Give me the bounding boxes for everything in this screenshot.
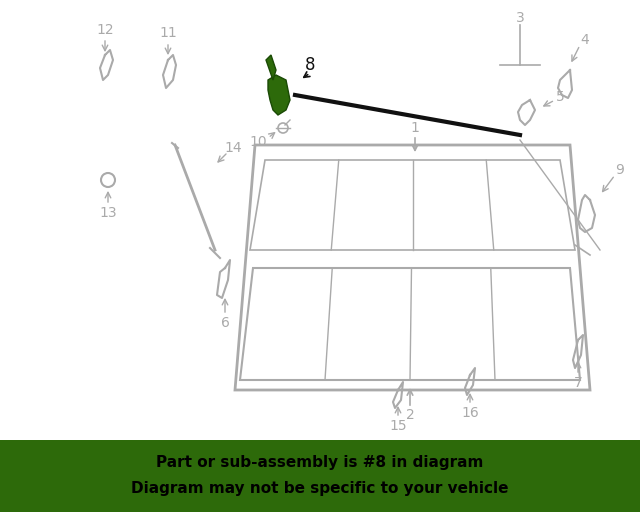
Text: 14: 14 bbox=[224, 141, 242, 155]
Text: 13: 13 bbox=[99, 206, 117, 220]
Text: Diagram may not be specific to your vehicle: Diagram may not be specific to your vehi… bbox=[131, 480, 509, 496]
Text: 8: 8 bbox=[305, 56, 316, 74]
Text: 10: 10 bbox=[249, 135, 267, 149]
Text: 15: 15 bbox=[389, 419, 407, 433]
Text: 7: 7 bbox=[573, 376, 582, 390]
Text: 1: 1 bbox=[411, 121, 419, 135]
Text: 2: 2 bbox=[406, 408, 414, 422]
Text: 3: 3 bbox=[516, 11, 524, 25]
Bar bbox=[0, 440, 640, 512]
Text: 4: 4 bbox=[580, 33, 589, 47]
Polygon shape bbox=[266, 55, 276, 80]
Text: 12: 12 bbox=[96, 23, 114, 37]
Text: 16: 16 bbox=[461, 406, 479, 420]
Text: 11: 11 bbox=[159, 26, 177, 40]
Text: 6: 6 bbox=[221, 316, 229, 330]
Text: 9: 9 bbox=[616, 163, 625, 177]
Text: 5: 5 bbox=[556, 90, 564, 104]
Polygon shape bbox=[268, 75, 290, 115]
Text: Part or sub-assembly is #8 in diagram: Part or sub-assembly is #8 in diagram bbox=[156, 455, 484, 470]
